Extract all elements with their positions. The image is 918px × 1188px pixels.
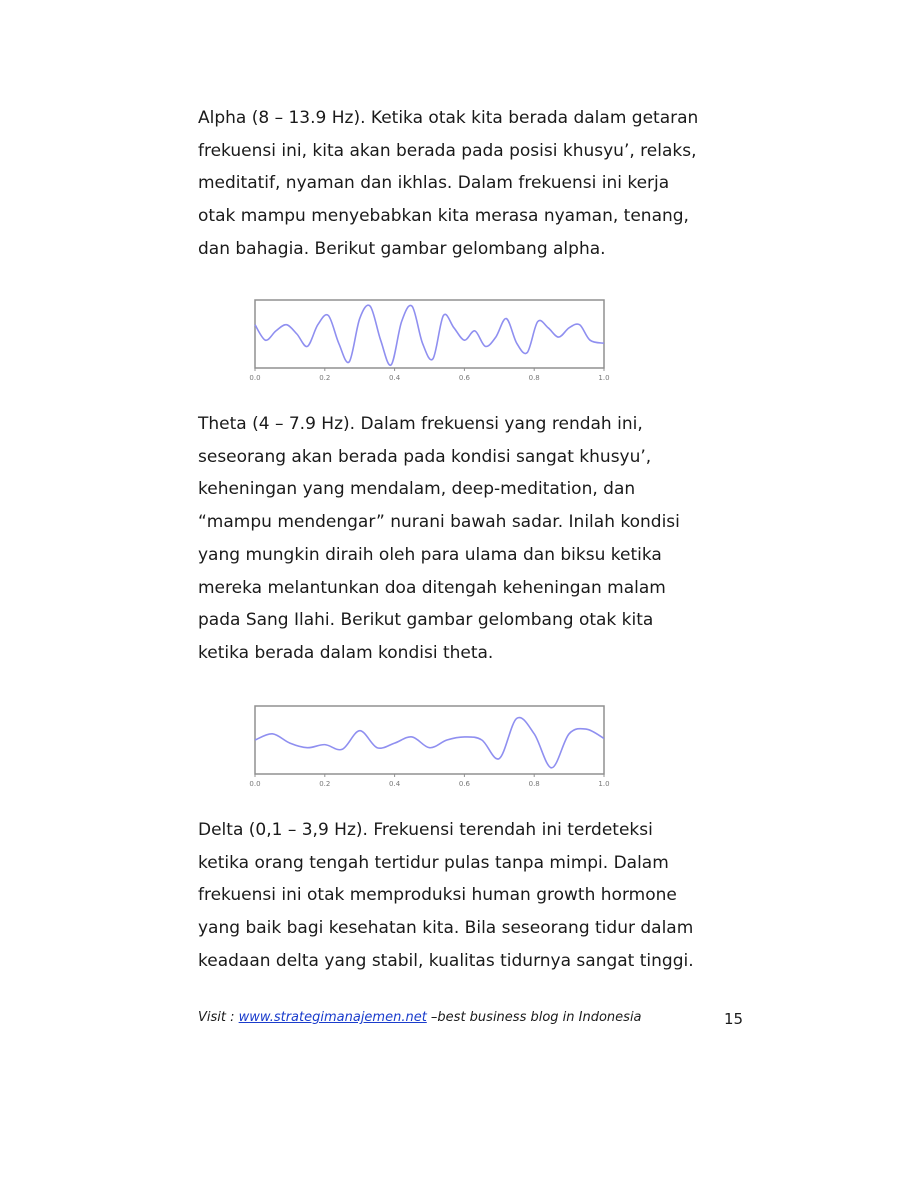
alpha-line: Alpha (8 – 13.9 Hz). Ketika otak kita be… xyxy=(198,108,699,128)
theta-line: ketika berada dalam kondisi theta. xyxy=(198,642,494,663)
theta-wave-chart: 0.0 0.2 0.4 0.6 0.8 1.0 xyxy=(249,705,610,788)
theta-line: yang mungkin diraih oleh para ulama dan … xyxy=(198,544,662,565)
theta-line: keheningan yang mendalam, deep-meditatio… xyxy=(198,479,636,500)
x-tick-label: 0.6 xyxy=(459,374,471,382)
theta-line: mereka melantunkan doa ditengah kehening… xyxy=(198,577,666,598)
theta-line: “mampu mendengar” nurani bawah sadar. In… xyxy=(198,512,680,533)
x-tick-label: 0.2 xyxy=(319,780,330,788)
alpha-line: frekuensi ini, kita akan berada pada pos… xyxy=(198,140,697,161)
x-tick-label: 0.6 xyxy=(459,780,471,788)
x-tick-label: 0.4 xyxy=(389,780,401,788)
footer: Visit : www.strategimanajemen.net –best … xyxy=(198,1010,642,1025)
wave-line xyxy=(254,716,605,769)
x-tick-label: 0.8 xyxy=(529,374,540,382)
wave-line xyxy=(254,304,605,366)
footer-link[interactable]: www.strategimanajemen.net xyxy=(238,1010,427,1025)
page-number: 15 xyxy=(724,1010,744,1028)
footer-suffix: –best business blog in Indonesia xyxy=(426,1010,642,1025)
x-tick-label: 0.0 xyxy=(249,780,260,788)
delta-line: Delta (0,1 – 3,9 Hz). Frekuensi terendah… xyxy=(198,820,653,840)
x-tick-label: 0.4 xyxy=(389,374,401,382)
theta-paragraph: Theta (4 – 7.9 Hz). Dalam frekuensi yang… xyxy=(198,408,758,670)
x-tick-label: 0.0 xyxy=(249,374,260,382)
delta-line: frekuensi ini otak memproduksi human gro… xyxy=(198,885,677,906)
alpha-wave-chart: 0.0 0.2 0.4 0.6 0.8 1.0 xyxy=(249,299,610,382)
delta-line: ketika orang tengah tertidur pulas tanpa… xyxy=(198,852,669,873)
x-tick-label: 0.2 xyxy=(319,374,330,382)
delta-line: keadaan delta yang stabil, kualitas tidu… xyxy=(198,950,694,971)
delta-paragraph: Delta (0,1 – 3,9 Hz). Frekuensi terendah… xyxy=(198,814,758,978)
theta-line: pada Sang Ilahi. Berikut gambar gelomban… xyxy=(198,610,654,631)
plot-frame xyxy=(254,705,605,775)
alpha-line: meditatif, nyaman dan ikhlas. Dalam frek… xyxy=(198,173,670,194)
x-tick-label: 0.8 xyxy=(529,780,540,788)
x-tick-label: 1.0 xyxy=(598,374,609,382)
footer-prefix: Visit : xyxy=(198,1010,239,1025)
plot-frame xyxy=(254,299,605,369)
alpha-line: dan bahagia. Berikut gambar gelombang al… xyxy=(198,238,606,259)
theta-line: Theta (4 – 7.9 Hz). Dalam frekuensi yang… xyxy=(198,414,643,434)
alpha-paragraph: Alpha (8 – 13.9 Hz). Ketika otak kita be… xyxy=(198,102,758,266)
theta-line: seseorang akan berada pada kondisi sanga… xyxy=(198,446,652,467)
x-tick-label: 1.0 xyxy=(598,780,609,788)
alpha-line: otak mampu menyebabkan kita merasa nyama… xyxy=(198,206,689,227)
delta-line: yang baik bagi kesehatan kita. Bila sese… xyxy=(198,918,694,939)
